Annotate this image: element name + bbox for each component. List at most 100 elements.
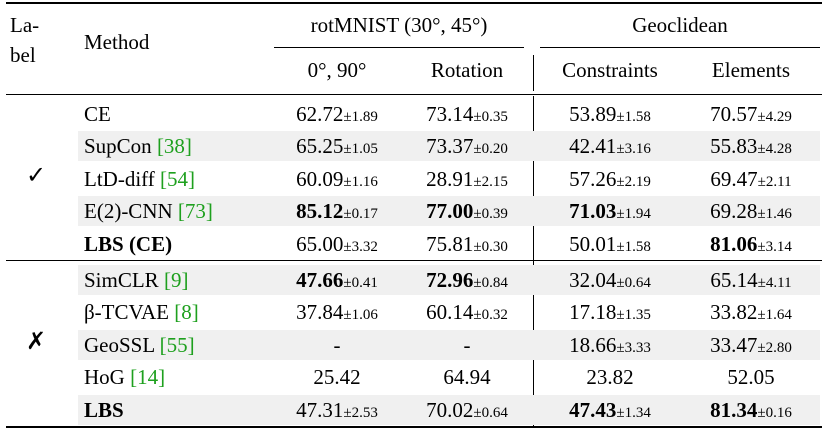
value-cell: 33.82±1.64	[682, 299, 820, 328]
value: 75.81	[426, 231, 474, 256]
value: 47.31	[296, 397, 344, 422]
value-cell: 25.42	[274, 364, 400, 390]
column-separator-body	[533, 96, 534, 426]
value: 69.28	[710, 199, 758, 224]
method-cell: E(2)-CNN [73]	[84, 198, 213, 224]
std-dev: ±3.16	[616, 141, 651, 158]
value-cell: 72.96±0.84	[402, 267, 532, 296]
unsupervised-cross-icon: ✗	[26, 327, 47, 355]
method-name: SupCon	[84, 134, 157, 159]
method-cell: LtD-diff [54]	[84, 166, 195, 192]
group-underline-rotmnist	[274, 47, 524, 48]
supervised-check-icon: ✓	[26, 161, 47, 189]
value: 32.04	[569, 268, 617, 292]
citation-link[interactable]: [38]	[156, 134, 192, 159]
value-cell: 77.00±0.39	[402, 198, 532, 227]
value-cell: 32.04±0.64	[540, 267, 680, 296]
std-dev: ±1.89	[343, 109, 378, 125]
value: 42.41	[569, 134, 617, 159]
std-dev: ±0.16	[757, 404, 792, 421]
rotmnist-group-header: rotMNIST (30°, 45°)	[310, 13, 488, 37]
std-dev: ±4.11	[757, 275, 792, 291]
method-cell: LBS (CE)	[84, 231, 172, 257]
std-dev: ±1.58	[616, 109, 651, 125]
method-cell: GeoSSL [55]	[84, 332, 195, 358]
value-cell: 53.89±1.58	[540, 101, 680, 130]
citation-link[interactable]: [9]	[163, 268, 189, 292]
std-dev: ±0.64	[473, 404, 508, 421]
citation-link[interactable]: [73]	[177, 199, 213, 224]
value-cell: 64.94	[402, 364, 532, 390]
value: 55.83	[710, 134, 758, 159]
row-shading	[78, 196, 820, 227]
value: 69.47	[710, 166, 758, 191]
value: 70.57	[710, 102, 758, 126]
std-dev: ±2.15	[473, 173, 508, 190]
subheader-constraints: Constraints	[562, 58, 658, 82]
value: 73.14	[426, 102, 474, 126]
citation-link[interactable]: [8]	[174, 300, 199, 325]
value-cell: 69.47±2.11	[682, 166, 820, 195]
method-cell: β-TCVAE [8]	[84, 299, 199, 325]
method-name: LBS	[84, 397, 124, 422]
value: 65.14	[710, 268, 758, 292]
top-rule	[6, 2, 822, 4]
method-cell: HoG [14]	[84, 364, 165, 390]
std-dev: ±2.80	[757, 339, 792, 356]
value-cell: 85.12±0.17	[274, 198, 400, 227]
value-cell: 55.83±4.28	[682, 133, 820, 162]
std-dev: ±1.64	[757, 307, 792, 324]
value-cell: 23.82	[540, 364, 680, 390]
value: 62.72	[296, 102, 344, 126]
std-dev: ±1.94	[616, 206, 651, 223]
citation-link[interactable]: [14]	[130, 365, 166, 390]
value-cell: 47.43±1.34	[540, 397, 680, 426]
std-dev: ±2.53	[343, 404, 378, 421]
value: 72.96	[426, 268, 474, 292]
std-dev: ±4.29	[757, 109, 792, 125]
row-shading	[78, 329, 820, 360]
method-name: E(2)-CNN	[84, 199, 178, 224]
value: 65.25	[296, 134, 344, 159]
value: 57.26	[569, 166, 617, 191]
value: 33.47	[710, 332, 758, 357]
value: 17.18	[569, 300, 617, 325]
column-separator-header	[533, 55, 534, 91]
method-name: CE	[84, 102, 111, 126]
std-dev: ±1.46	[757, 206, 792, 223]
value: 18.66	[569, 332, 617, 357]
method-cell: SimCLR [9]	[84, 267, 188, 293]
std-dev: ±1.05	[343, 141, 378, 158]
std-dev: ±1.58	[616, 238, 651, 255]
std-dev: ±0.17	[343, 206, 378, 223]
value-cell: 52.05	[682, 364, 820, 390]
value-cell: 37.84±1.06	[274, 299, 400, 328]
std-dev: ±3.32	[343, 238, 378, 255]
group-underline-geoclidean	[540, 47, 820, 48]
std-dev: ±1.16	[343, 173, 378, 190]
std-dev: ±0.84	[473, 275, 508, 291]
method-name: LBS (CE)	[84, 231, 173, 256]
value-cell: 60.09±1.16	[274, 166, 400, 195]
citation-link[interactable]: [55]	[159, 332, 195, 357]
method-cell: SupCon [38]	[84, 133, 192, 159]
method-name: β-TCVAE	[84, 300, 175, 325]
value: 73.37	[426, 134, 474, 159]
value-cell: 69.28±1.46	[682, 198, 820, 227]
value: 81.34	[710, 397, 758, 422]
value: 64.94	[443, 365, 491, 390]
value: 47.66	[296, 268, 344, 292]
std-dev: ±0.20	[473, 141, 508, 158]
value-cell: 81.06±3.14	[682, 231, 820, 260]
method-name: GeoSSL	[84, 332, 160, 357]
citation-link[interactable]: [54]	[160, 166, 196, 191]
value: 71.03	[569, 199, 617, 224]
value: 37.84	[296, 300, 344, 325]
value-cell: 57.26±2.19	[540, 166, 680, 195]
header-rule	[6, 94, 822, 95]
value-cell: 65.25±1.05	[274, 133, 400, 162]
value: 70.02	[426, 397, 474, 422]
value-cell: 42.41±3.16	[540, 133, 680, 162]
value-cell: 65.14±4.11	[682, 267, 820, 296]
method-column-header: Method	[84, 30, 150, 54]
